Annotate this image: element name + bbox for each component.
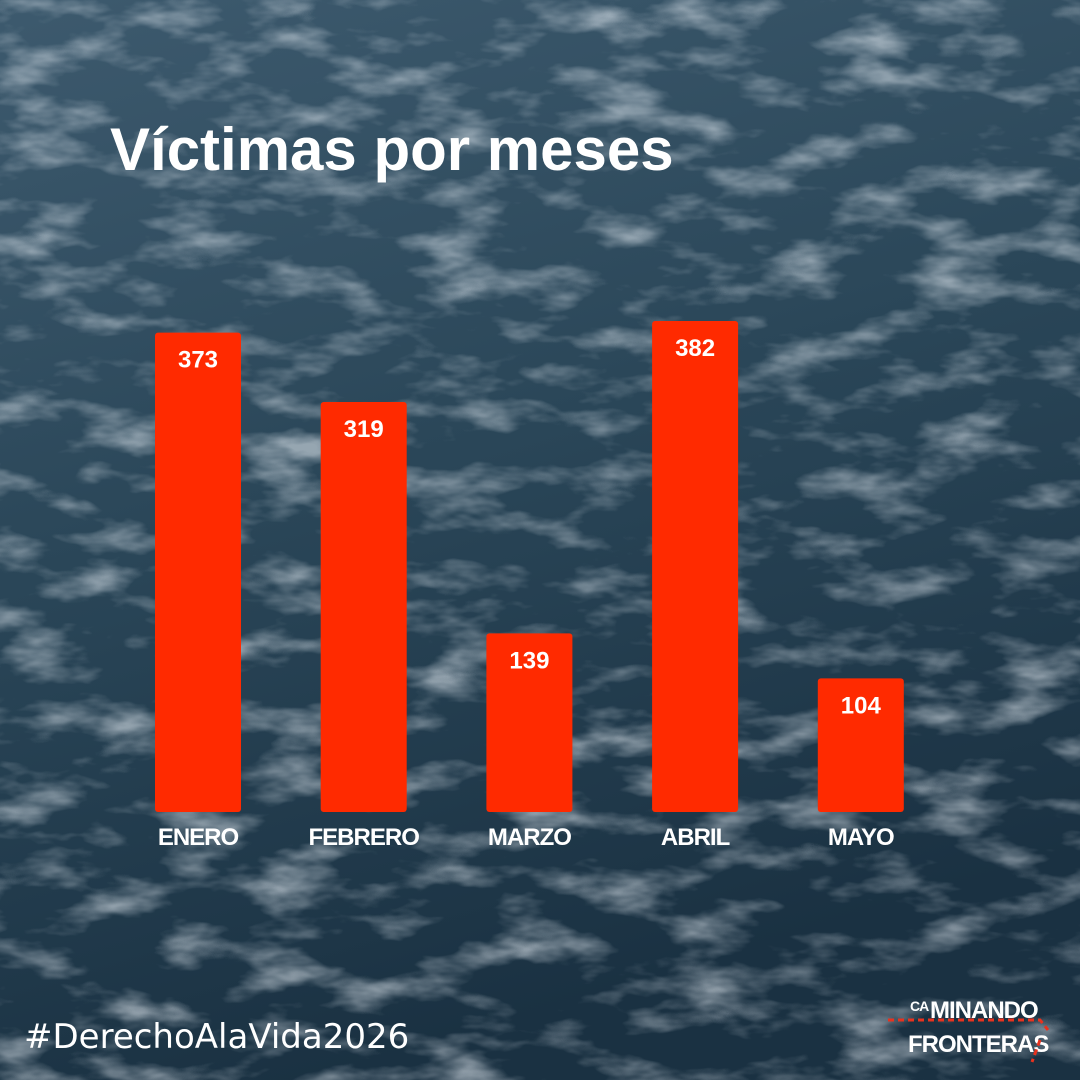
bar: [320, 401, 407, 812]
x-tick-label: FEBRERO: [309, 824, 420, 851]
bar: [155, 332, 241, 812]
logo: CA MINANDO FRONTERAS: [888, 997, 1050, 1063]
bar: [652, 321, 739, 812]
value-label: 139: [509, 647, 549, 674]
value-label: 382: [675, 335, 715, 362]
value-label: 319: [344, 416, 384, 443]
x-tick-label: ENERO: [158, 824, 239, 851]
value-label: 373: [178, 347, 218, 374]
chart-title: Víctimas por meses: [110, 116, 674, 183]
x-tick-label: MAYO: [828, 824, 894, 851]
bar: [817, 678, 904, 812]
bar: [486, 633, 573, 812]
x-tick-label: ABRIL: [661, 824, 730, 851]
x-tick-label: MARZO: [488, 824, 571, 851]
logo-text: CA: [910, 998, 929, 1014]
hashtag: #DerechoAlaVida2026: [24, 1017, 409, 1057]
logo-line: [888, 1018, 1050, 1063]
logo-text: FRONTERAS: [908, 1031, 1049, 1058]
value-label: 104: [841, 692, 882, 719]
